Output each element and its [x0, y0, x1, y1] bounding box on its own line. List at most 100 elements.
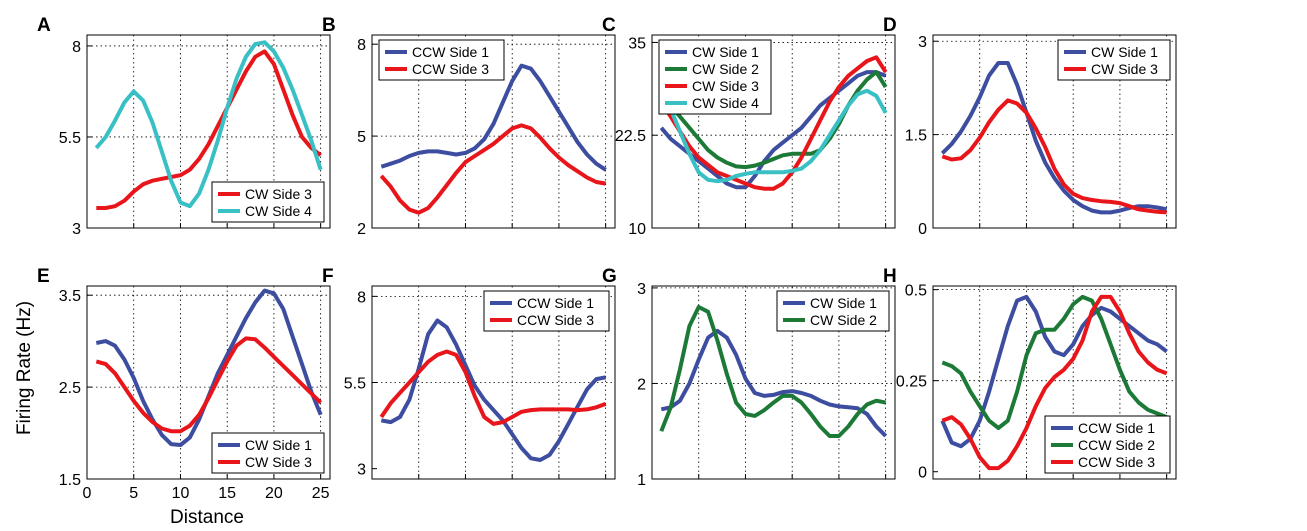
legend-box-e	[211, 432, 325, 474]
legend-label-c-1: CW Side 1	[692, 44, 759, 60]
y-tick-label-g: 1	[637, 472, 646, 489]
panel-letter-d: D	[883, 15, 897, 36]
y-tick-label-h: 0.25	[896, 374, 927, 391]
series-line-a-1	[96, 49, 322, 210]
y-tick-label-f: 5.5	[344, 376, 366, 393]
y-tick-label-d: 1.5	[905, 128, 927, 145]
legend-label-e-1: CW Side 1	[245, 437, 312, 453]
legend-label-f-2: CCW Side 3	[517, 312, 594, 328]
legend-box-b	[378, 39, 505, 81]
x-axis-title: Distance	[170, 507, 244, 528]
panel-letter-g: G	[602, 266, 617, 287]
axes-frame-b	[371, 34, 616, 229]
y-tick-label-f: 3	[357, 462, 366, 479]
x-tick-label-e: 25	[312, 485, 330, 502]
y-tick-label-c: 10	[628, 221, 646, 238]
y-tick-label-b: 2	[357, 221, 366, 238]
y-tick-label-c: 22.5	[615, 128, 646, 145]
y-tick-label-a: 3	[72, 221, 81, 238]
y-tick-label-a: 8	[72, 39, 81, 56]
x-tick-label-e: 15	[218, 485, 236, 502]
panel-letter-a: A	[37, 15, 51, 36]
legend-label-a-2: CW Side 4	[245, 203, 312, 219]
series-line-h-2	[941, 294, 1168, 430]
legend-d: CW Side 1CW Side 3	[1057, 39, 1171, 81]
panel-g: 1 2 3 G CW Side 1CW Side 2	[602, 266, 896, 489]
panel-c: 10 22.5 35 C CW Side 1CW Side 2CW Side 3CW S…	[602, 15, 896, 238]
legend-label-c-2: CW Side 2	[692, 61, 759, 77]
panel-letter-f: F	[322, 266, 334, 287]
axes-frame-a	[86, 34, 331, 229]
legend-label-c-3: CW Side 3	[692, 78, 759, 94]
y-tick-label-g: 2	[637, 376, 646, 393]
axes-frame-d	[932, 34, 1177, 229]
series-line-h-3	[941, 294, 1168, 471]
series-line-g-2	[659, 305, 887, 438]
series-line-c-4	[659, 88, 888, 184]
series-line-g-1	[660, 328, 888, 438]
y-tick-label-d: 0	[918, 221, 927, 238]
axes-frame-c	[651, 34, 896, 229]
series-line-e-2	[95, 336, 323, 434]
panel-d: 0 1.5 3 D CW Side 1CW Side 3	[883, 15, 1177, 238]
legend-box-a	[211, 181, 325, 223]
legend-label-g-2: CW Side 2	[810, 312, 877, 328]
series-line-b-1	[380, 63, 607, 172]
panel-letter-e: E	[37, 266, 50, 287]
legend-e: CW Side 1CW Side 3	[211, 432, 325, 474]
y-tick-label-b: 5	[357, 129, 366, 146]
legend-label-e-2: CW Side 3	[245, 454, 312, 470]
x-tick-label-e: 20	[265, 485, 283, 502]
y-tick-label-g: 3	[637, 281, 646, 298]
legend-box-d	[1057, 39, 1171, 81]
series-line-d-2	[941, 98, 1167, 215]
legend-box-f	[483, 290, 610, 332]
y-tick-label-b: 8	[357, 37, 366, 54]
legend-label-c-4: CW Side 4	[692, 95, 759, 111]
y-tick-label-h: 0	[918, 465, 927, 482]
panel-letter-h: H	[883, 266, 897, 287]
series-line-f-1	[380, 318, 607, 462]
legend-label-h-2: CCW Side 2	[1078, 437, 1155, 453]
axes-frame-g	[651, 285, 896, 480]
legend-label-b-2: CCW Side 3	[412, 61, 489, 77]
legend-label-h-1: CCW Side 1	[1078, 420, 1155, 436]
legend-box-g	[776, 290, 890, 332]
series-line-a-2	[94, 40, 323, 209]
y-tick-label-c: 35	[628, 35, 646, 52]
panel-a: 3 5.5 8 A CW Side 3CW Side 4	[37, 15, 331, 238]
y-tick-label-e: 3.5	[59, 288, 81, 305]
legend-label-g-1: CW Side 1	[810, 295, 877, 311]
panel-e: 1.5 2.5 3.5 0 5 10 15 20 25 E CW Side 1CW Side 3	[37, 266, 331, 502]
y-tick-label-f: 8	[357, 289, 366, 306]
axes-frame-h	[932, 285, 1177, 480]
legend-a: CW Side 3CW Side 4	[211, 181, 325, 223]
panel-letter-b: B	[322, 15, 336, 36]
series-line-c-3	[659, 55, 888, 191]
y-tick-label-d: 3	[918, 34, 927, 51]
series-line-f-2	[379, 349, 607, 426]
legend-c: CW Side 1CW Side 2CW Side 3CW Side 4	[658, 39, 772, 115]
series-line-c-1	[659, 70, 887, 190]
y-tick-label-e: 1.5	[59, 472, 81, 489]
x-tick-label-e: 0	[83, 485, 92, 502]
legend-label-a-1: CW Side 3	[245, 186, 312, 202]
legend-label-d-1: CW Side 1	[1091, 44, 1158, 60]
legend-label-d-2: CW Side 3	[1091, 61, 1158, 77]
y-tick-label-h: 0.5	[905, 283, 927, 300]
legend-label-f-1: CCW Side 1	[517, 295, 594, 311]
y-tick-label-e: 2.5	[59, 380, 81, 397]
legend-g: CW Side 1CW Side 2	[776, 290, 890, 332]
y-axis-title: Firing Rate (Hz)	[14, 301, 35, 435]
legend-label-b-1: CCW Side 1	[412, 44, 489, 60]
y-tick-label-a: 5.5	[59, 130, 81, 147]
panel-letter-c: C	[602, 15, 616, 36]
x-tick-label-e: 5	[129, 485, 138, 502]
series-line-h-1	[940, 294, 1168, 449]
